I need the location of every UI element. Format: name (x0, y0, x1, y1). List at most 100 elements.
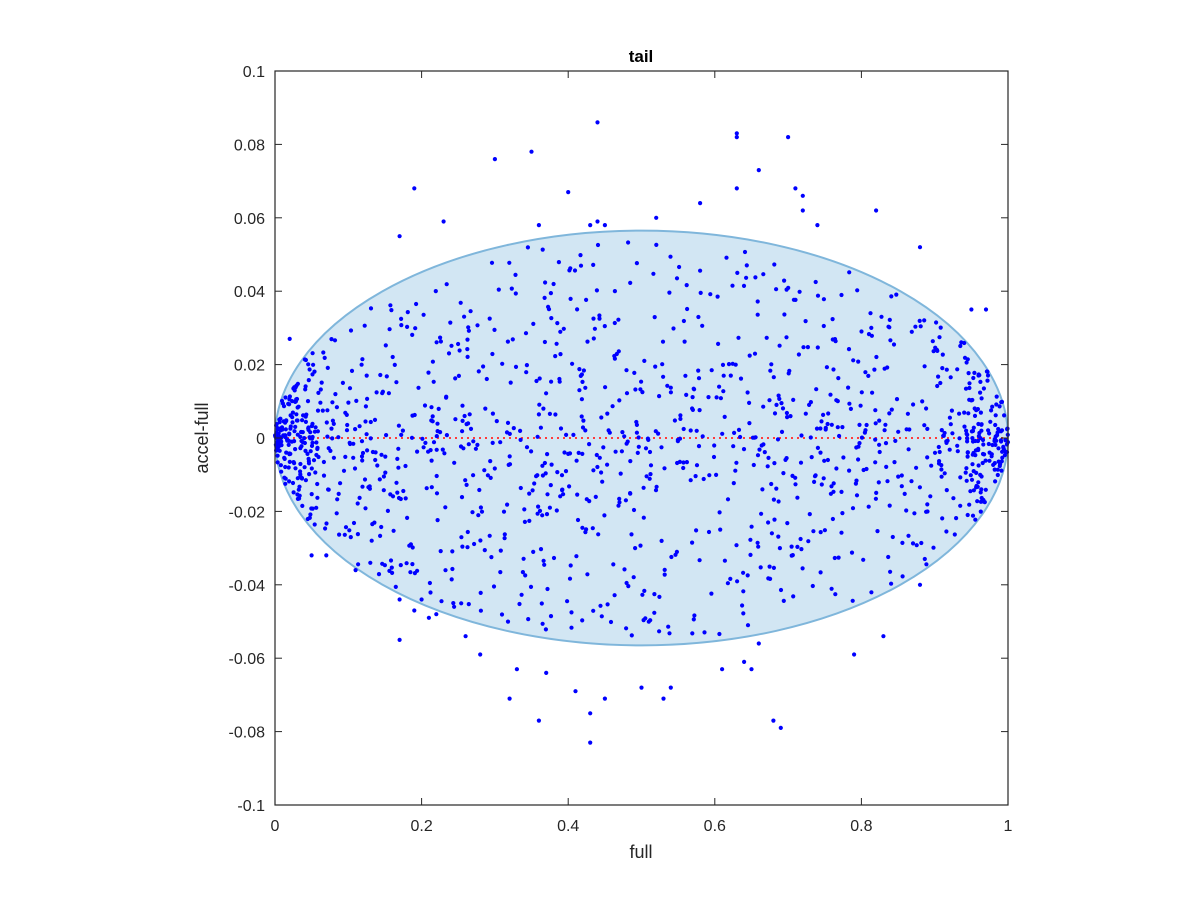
data-point (979, 396, 984, 401)
data-point (697, 408, 702, 413)
data-point (435, 518, 440, 523)
data-point (444, 282, 449, 287)
data-point (476, 513, 481, 518)
data-point (718, 396, 724, 401)
data-point (481, 364, 486, 369)
data-point (544, 670, 549, 676)
data-point (700, 323, 705, 328)
data-point (972, 370, 977, 375)
data-point (962, 424, 967, 429)
data-point (769, 531, 775, 536)
data-point (388, 558, 394, 563)
data-point (466, 602, 471, 607)
data-point (905, 411, 911, 416)
data-point (712, 443, 717, 448)
data-point (964, 478, 969, 483)
data-point (819, 419, 824, 424)
data-point (547, 505, 553, 510)
data-point (298, 461, 303, 467)
data-point (639, 379, 644, 384)
data-point (617, 398, 622, 403)
data-point (389, 565, 394, 570)
data-point (657, 629, 662, 634)
data-point (540, 513, 545, 518)
data-point (631, 575, 636, 580)
data-point (415, 449, 420, 454)
data-point (619, 449, 625, 454)
data-point (438, 335, 443, 340)
data-point (343, 410, 348, 415)
data-point (506, 462, 511, 467)
data-point (745, 390, 750, 395)
data-point (786, 135, 791, 140)
data-point (537, 508, 543, 513)
data-point (306, 426, 311, 431)
data-point (311, 362, 316, 367)
data-point (965, 512, 970, 518)
data-point (414, 301, 419, 307)
data-point (735, 579, 740, 584)
data-point (612, 320, 617, 326)
data-point (752, 351, 758, 356)
data-point (400, 428, 405, 433)
data-point (944, 488, 949, 493)
data-point (976, 463, 981, 468)
data-point (721, 373, 726, 378)
data-point (519, 592, 524, 597)
data-point (992, 438, 997, 444)
data-point (277, 420, 282, 425)
data-point (628, 491, 633, 496)
data-point (385, 508, 390, 513)
data-point (939, 467, 944, 472)
data-point (873, 460, 878, 465)
data-point (756, 544, 761, 549)
data-point (995, 467, 1000, 472)
data-point (599, 415, 604, 420)
data-point (968, 473, 973, 478)
data-point (302, 436, 307, 441)
data-point (570, 361, 575, 366)
data-point (889, 294, 894, 299)
data-point (574, 554, 579, 559)
data-point (622, 434, 627, 439)
data-point (789, 553, 794, 558)
data-point (799, 433, 804, 438)
data-point (426, 449, 431, 454)
data-point (756, 641, 761, 646)
data-point (742, 249, 748, 255)
data-point (832, 555, 837, 561)
data-point (456, 341, 461, 347)
data-point (458, 444, 464, 449)
data-point (440, 447, 445, 452)
data-point (529, 149, 534, 154)
data-point (603, 385, 608, 390)
data-point (634, 422, 640, 427)
data-point (744, 263, 749, 268)
data-point (324, 553, 329, 558)
data-point (736, 335, 741, 340)
data-point (808, 435, 813, 440)
data-point (488, 459, 493, 464)
data-point (917, 485, 923, 490)
data-point (438, 549, 443, 554)
data-point (575, 492, 580, 497)
data-point (591, 336, 596, 341)
data-point (614, 351, 619, 357)
data-point (433, 289, 438, 294)
data-point (290, 480, 296, 486)
data-point (694, 528, 699, 533)
data-point (324, 521, 329, 526)
data-point (784, 335, 789, 340)
data-point (751, 462, 756, 468)
data-point (912, 511, 917, 516)
data-point (944, 367, 949, 372)
data-point (818, 530, 823, 535)
data-point (577, 388, 582, 393)
data-point (558, 494, 563, 499)
data-point (656, 431, 661, 436)
data-point (593, 494, 598, 499)
data-point (540, 247, 545, 252)
data-point (310, 351, 315, 356)
data-point (815, 293, 821, 298)
data-point (659, 538, 664, 544)
